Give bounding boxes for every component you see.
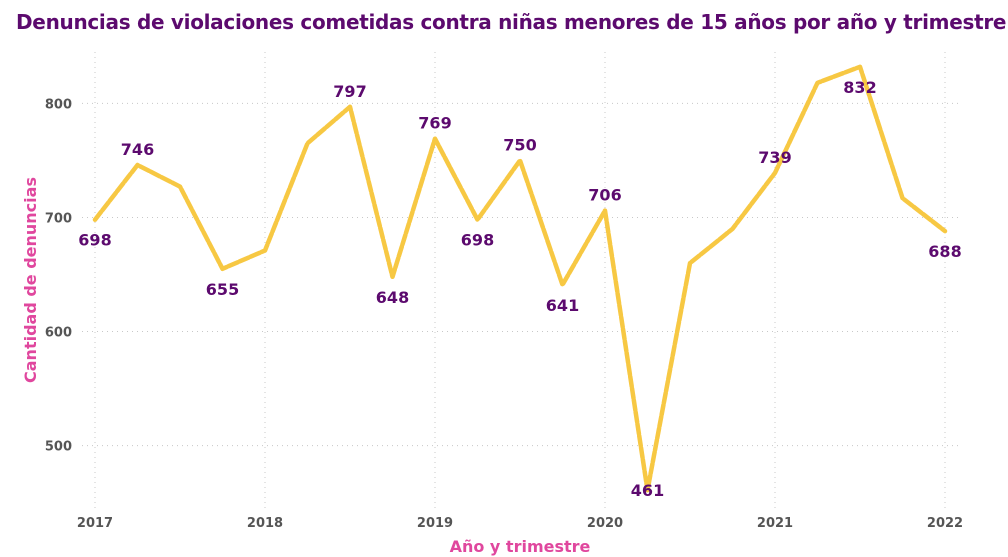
- x-tick-label: 2021: [757, 516, 793, 531]
- data-label: 648: [376, 288, 409, 307]
- y-tick-label: 500: [45, 440, 72, 455]
- y-axis-title: Cantidad de denuncias: [21, 177, 40, 383]
- y-tick-label: 800: [45, 97, 72, 112]
- data-labels: 698 746 655 797 648 769 698 750 641 706 461 739 832 6…: [78, 78, 961, 500]
- gridlines: [82, 52, 960, 512]
- x-tick-label: 2018: [247, 516, 283, 531]
- x-tick-label: 2020: [587, 516, 623, 531]
- data-label: 688: [928, 242, 961, 261]
- data-label: 698: [461, 231, 494, 250]
- x-axis-ticks: 2017 2018 2019 2020 2021 2022: [77, 516, 963, 531]
- chart-title: Denuncias de violaciones cometidas contr…: [16, 10, 1007, 34]
- data-label: 797: [333, 82, 366, 101]
- data-label: 769: [418, 114, 451, 133]
- data-label: 461: [631, 481, 664, 500]
- data-label: 706: [588, 186, 621, 205]
- x-tick-label: 2017: [77, 516, 113, 531]
- x-axis-title: Año y trimestre: [450, 537, 591, 556]
- y-axis-ticks: 500 600 700 800: [45, 97, 72, 454]
- x-tick-label: 2022: [927, 516, 963, 531]
- data-label: 746: [121, 140, 154, 159]
- data-label: 739: [758, 148, 791, 167]
- data-label: 750: [503, 135, 536, 154]
- x-tick-label: 2019: [417, 516, 453, 531]
- data-label: 655: [206, 280, 239, 299]
- series-line: [92, 64, 948, 493]
- data-label: 698: [78, 231, 111, 250]
- data-label: 832: [843, 78, 876, 97]
- data-label: 641: [546, 296, 579, 315]
- y-tick-label: 600: [45, 326, 72, 341]
- y-tick-label: 700: [45, 211, 72, 226]
